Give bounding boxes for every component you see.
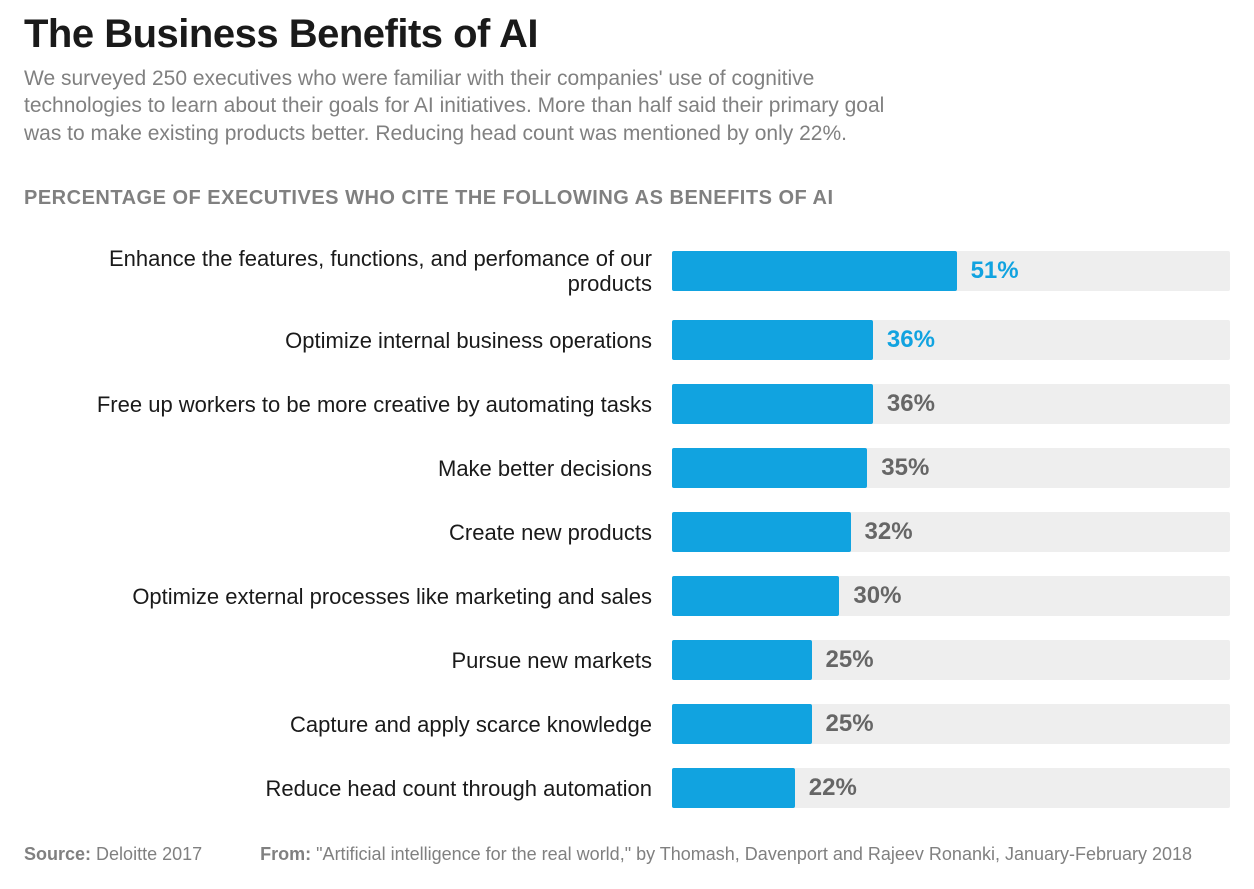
footer: Source: Deloitte 2017 From: "Artificial … — [24, 844, 1230, 865]
chart-bar — [672, 384, 873, 424]
intro-paragraph: We surveyed 250 executives who were fami… — [24, 65, 894, 147]
chart-bar-track: 35% — [672, 448, 1230, 488]
chart-bar-track: 30% — [672, 576, 1230, 616]
chart-row-label: Optimize internal business operations — [24, 328, 672, 353]
chart-bar — [672, 704, 812, 744]
chart-bar-value: 36% — [873, 384, 935, 424]
chart-bar-track: 36% — [672, 320, 1230, 360]
chart-row-label: Free up workers to be more creative by a… — [24, 392, 672, 417]
chart-bar-value: 36% — [873, 320, 935, 360]
page-title: The Business Benefits of AI — [24, 12, 1230, 57]
chart-bar-track: 25% — [672, 704, 1230, 744]
chart-bar-value: 25% — [812, 640, 874, 680]
chart-subtitle: PERCENTAGE OF EXECUTIVES WHO CITE THE FO… — [24, 187, 1230, 210]
chart-row-label: Create new products — [24, 520, 672, 545]
chart-row-label: Enhance the features, functions, and per… — [24, 246, 672, 297]
chart-row: Optimize external processes like marketi… — [24, 576, 1230, 616]
chart-row: Free up workers to be more creative by a… — [24, 384, 1230, 424]
chart-bar — [672, 768, 795, 808]
chart-bar — [672, 576, 839, 616]
chart-row-label: Pursue new markets — [24, 648, 672, 673]
chart-row: Create new products 32% — [24, 512, 1230, 552]
chart-bar — [672, 251, 957, 291]
source-value: Deloitte 2017 — [96, 844, 202, 864]
chart-bar-value: 51% — [957, 251, 1019, 291]
chart-bar-track: 36% — [672, 384, 1230, 424]
chart-row: Make better decisions 35% — [24, 448, 1230, 488]
chart-row: Capture and apply scarce knowledge 25% — [24, 704, 1230, 744]
source-label: Source: — [24, 844, 91, 864]
chart-row: Optimize internal business operations 36% — [24, 320, 1230, 360]
chart-row-label: Make better decisions — [24, 456, 672, 481]
chart-bar — [672, 320, 873, 360]
chart-row: Enhance the features, functions, and per… — [24, 246, 1230, 297]
chart-bar — [672, 448, 867, 488]
chart-bar-track: 32% — [672, 512, 1230, 552]
page: The Business Benefits of AI We surveyed … — [0, 0, 1254, 889]
chart-row-label: Capture and apply scarce knowledge — [24, 712, 672, 737]
from-label: From: — [260, 844, 311, 864]
chart-bar-track: 22% — [672, 768, 1230, 808]
chart-bar-value: 25% — [812, 704, 874, 744]
chart-bar-value: 32% — [851, 512, 913, 552]
chart-bar-value: 30% — [839, 576, 901, 616]
from-value: "Artificial intelligence for the real wo… — [316, 844, 1192, 864]
benefits-bar-chart: Enhance the features, functions, and per… — [24, 246, 1230, 809]
chart-bar-value: 22% — [795, 768, 857, 808]
chart-row: Pursue new markets 25% — [24, 640, 1230, 680]
chart-row-label: Optimize external processes like marketi… — [24, 584, 672, 609]
chart-bar-value: 35% — [867, 448, 929, 488]
chart-bar-track: 51% — [672, 251, 1230, 291]
chart-bar-track: 25% — [672, 640, 1230, 680]
chart-row: Reduce head count through automation 22% — [24, 768, 1230, 808]
chart-bar — [672, 640, 812, 680]
chart-row-label: Reduce head count through automation — [24, 776, 672, 801]
chart-bar — [672, 512, 851, 552]
